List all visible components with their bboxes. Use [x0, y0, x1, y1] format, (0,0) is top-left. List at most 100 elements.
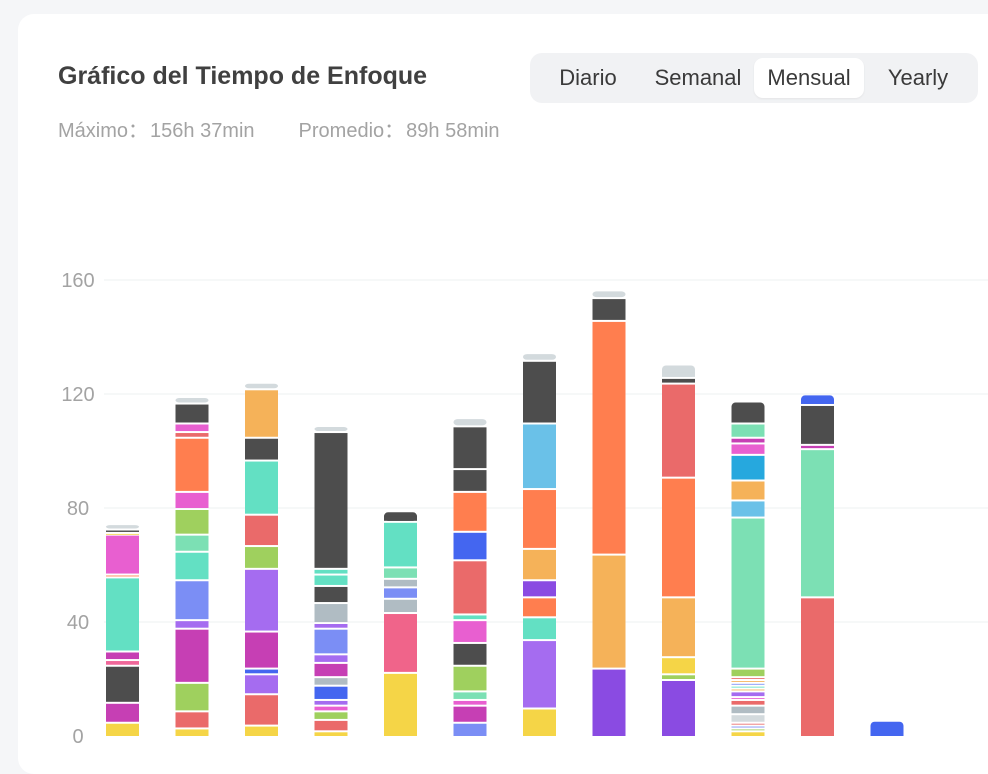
bar-M10[interactable]: [731, 402, 765, 736]
bar-segment: [731, 689, 765, 691]
bar-segment: [523, 424, 556, 489]
bar-segment: [453, 532, 487, 560]
bar-segment: [453, 561, 487, 614]
bar-segment: [384, 599, 417, 613]
bar-segment: [731, 706, 765, 714]
bar-segment: [731, 455, 765, 480]
bar-segment: [523, 598, 556, 617]
bar-segment: [106, 652, 139, 660]
bar-segment: [731, 402, 765, 423]
bar-segment: [731, 678, 765, 679]
bar-segment-fill: [801, 399, 834, 404]
bar-M4[interactable]: [314, 427, 348, 736]
bar-segment: [245, 547, 278, 568]
max-label: Máximo：: [58, 120, 149, 142]
bar-segment: [731, 715, 765, 722]
y-tick-label: 0: [72, 726, 83, 746]
bar-segment: [801, 405, 834, 444]
bar-segment: [175, 712, 209, 728]
bar-segment: [314, 427, 348, 432]
tab-yearly[interactable]: Yearly: [887, 65, 949, 90]
bar-segment: [384, 588, 417, 598]
bar-segment: [731, 438, 765, 443]
bar-segment: [801, 445, 834, 449]
bar-segment: [453, 492, 487, 531]
bar-segment: [523, 490, 556, 548]
bar-segment: [662, 658, 695, 674]
tab-semanal[interactable]: Semanal: [654, 65, 742, 90]
bar-segment: [384, 568, 417, 578]
bar-segment: [453, 643, 487, 665]
bar-segment: [106, 723, 139, 736]
bar-segment: [453, 621, 487, 642]
bar-M11[interactable]: [801, 395, 834, 736]
bar-segment: [731, 669, 765, 677]
bar-segment: [731, 501, 765, 517]
bar-segment: [175, 438, 209, 491]
tab-diario[interactable]: Diario: [559, 65, 617, 90]
bar-segment: [453, 615, 487, 620]
bar-segment: [314, 732, 348, 736]
bar-segment: [662, 675, 695, 679]
y-tick-label: 40: [67, 612, 89, 634]
bar-segment: [175, 510, 209, 534]
page-title: Gráfico del Tiempo de Enfoque: [58, 62, 428, 90]
bar-segment: [523, 618, 556, 640]
bar-segment-fill: [731, 418, 765, 423]
bar-segment: [592, 299, 626, 320]
bar-segment-fill: [662, 372, 695, 377]
bar-segment: [662, 681, 695, 736]
bar-segment: [245, 632, 278, 668]
bar-segment: [314, 706, 348, 711]
bar-segment: [175, 629, 209, 682]
bar-segment: [731, 683, 765, 685]
bar-segment: [592, 669, 626, 736]
bar-segment: [245, 438, 278, 460]
bar-segment: [314, 686, 348, 699]
max-value: 156h 37min: [150, 120, 255, 142]
focus-time-chart: 0 40 80 120 160: [61, 270, 988, 746]
bar-segment: [453, 666, 487, 691]
bar-M7[interactable]: [523, 354, 556, 736]
bar-M12[interactable]: [870, 721, 904, 736]
bar-segment: [662, 478, 695, 597]
bar-segment: [175, 433, 209, 437]
range-segmented-control: Diario Semanal Mensual Yearly: [530, 53, 978, 103]
bar-segment: [106, 530, 139, 532]
bar-segment: [731, 686, 765, 688]
bar-M2[interactable]: [175, 397, 209, 736]
bar-segment: [801, 450, 834, 597]
bar-segment: [175, 424, 209, 432]
bar-segment: [523, 361, 556, 423]
bar-M9[interactable]: [662, 365, 695, 737]
tab-mensual[interactable]: Mensual: [754, 58, 864, 98]
bar-segment: [314, 629, 348, 654]
bar-segment: [106, 525, 139, 529]
bar-segment: [245, 695, 278, 725]
bar-segment: [453, 723, 487, 736]
stats-row: Máximo： 156h 37min Promedio： 89h 58min: [58, 114, 500, 143]
bar-segment: [384, 522, 417, 567]
avg-stat: Promedio： 89h 58min: [299, 114, 500, 143]
bar-segment-fill: [384, 516, 417, 521]
bar-segment: [175, 535, 209, 551]
bar-segment: [453, 706, 487, 722]
bar-segment: [175, 404, 209, 423]
bar-segment: [245, 461, 278, 514]
bar-segment: [106, 703, 139, 722]
bar-M8[interactable]: [592, 291, 626, 736]
bar-segment: [453, 692, 487, 699]
bar-segment: [453, 427, 487, 469]
bar-M3[interactable]: [245, 383, 278, 736]
y-tick-label: 120: [61, 384, 94, 406]
bar-segment: [523, 354, 556, 360]
bar-segment: [314, 678, 348, 685]
bar-M6[interactable]: [453, 419, 487, 736]
bar-segment: [731, 518, 765, 668]
bar-segment: [175, 581, 209, 620]
bar-M5[interactable]: [384, 512, 417, 736]
bar-M1[interactable]: [106, 525, 139, 736]
bar-segment: [592, 555, 626, 668]
bar-segment: [731, 698, 765, 699]
bar-segment: [106, 575, 139, 577]
